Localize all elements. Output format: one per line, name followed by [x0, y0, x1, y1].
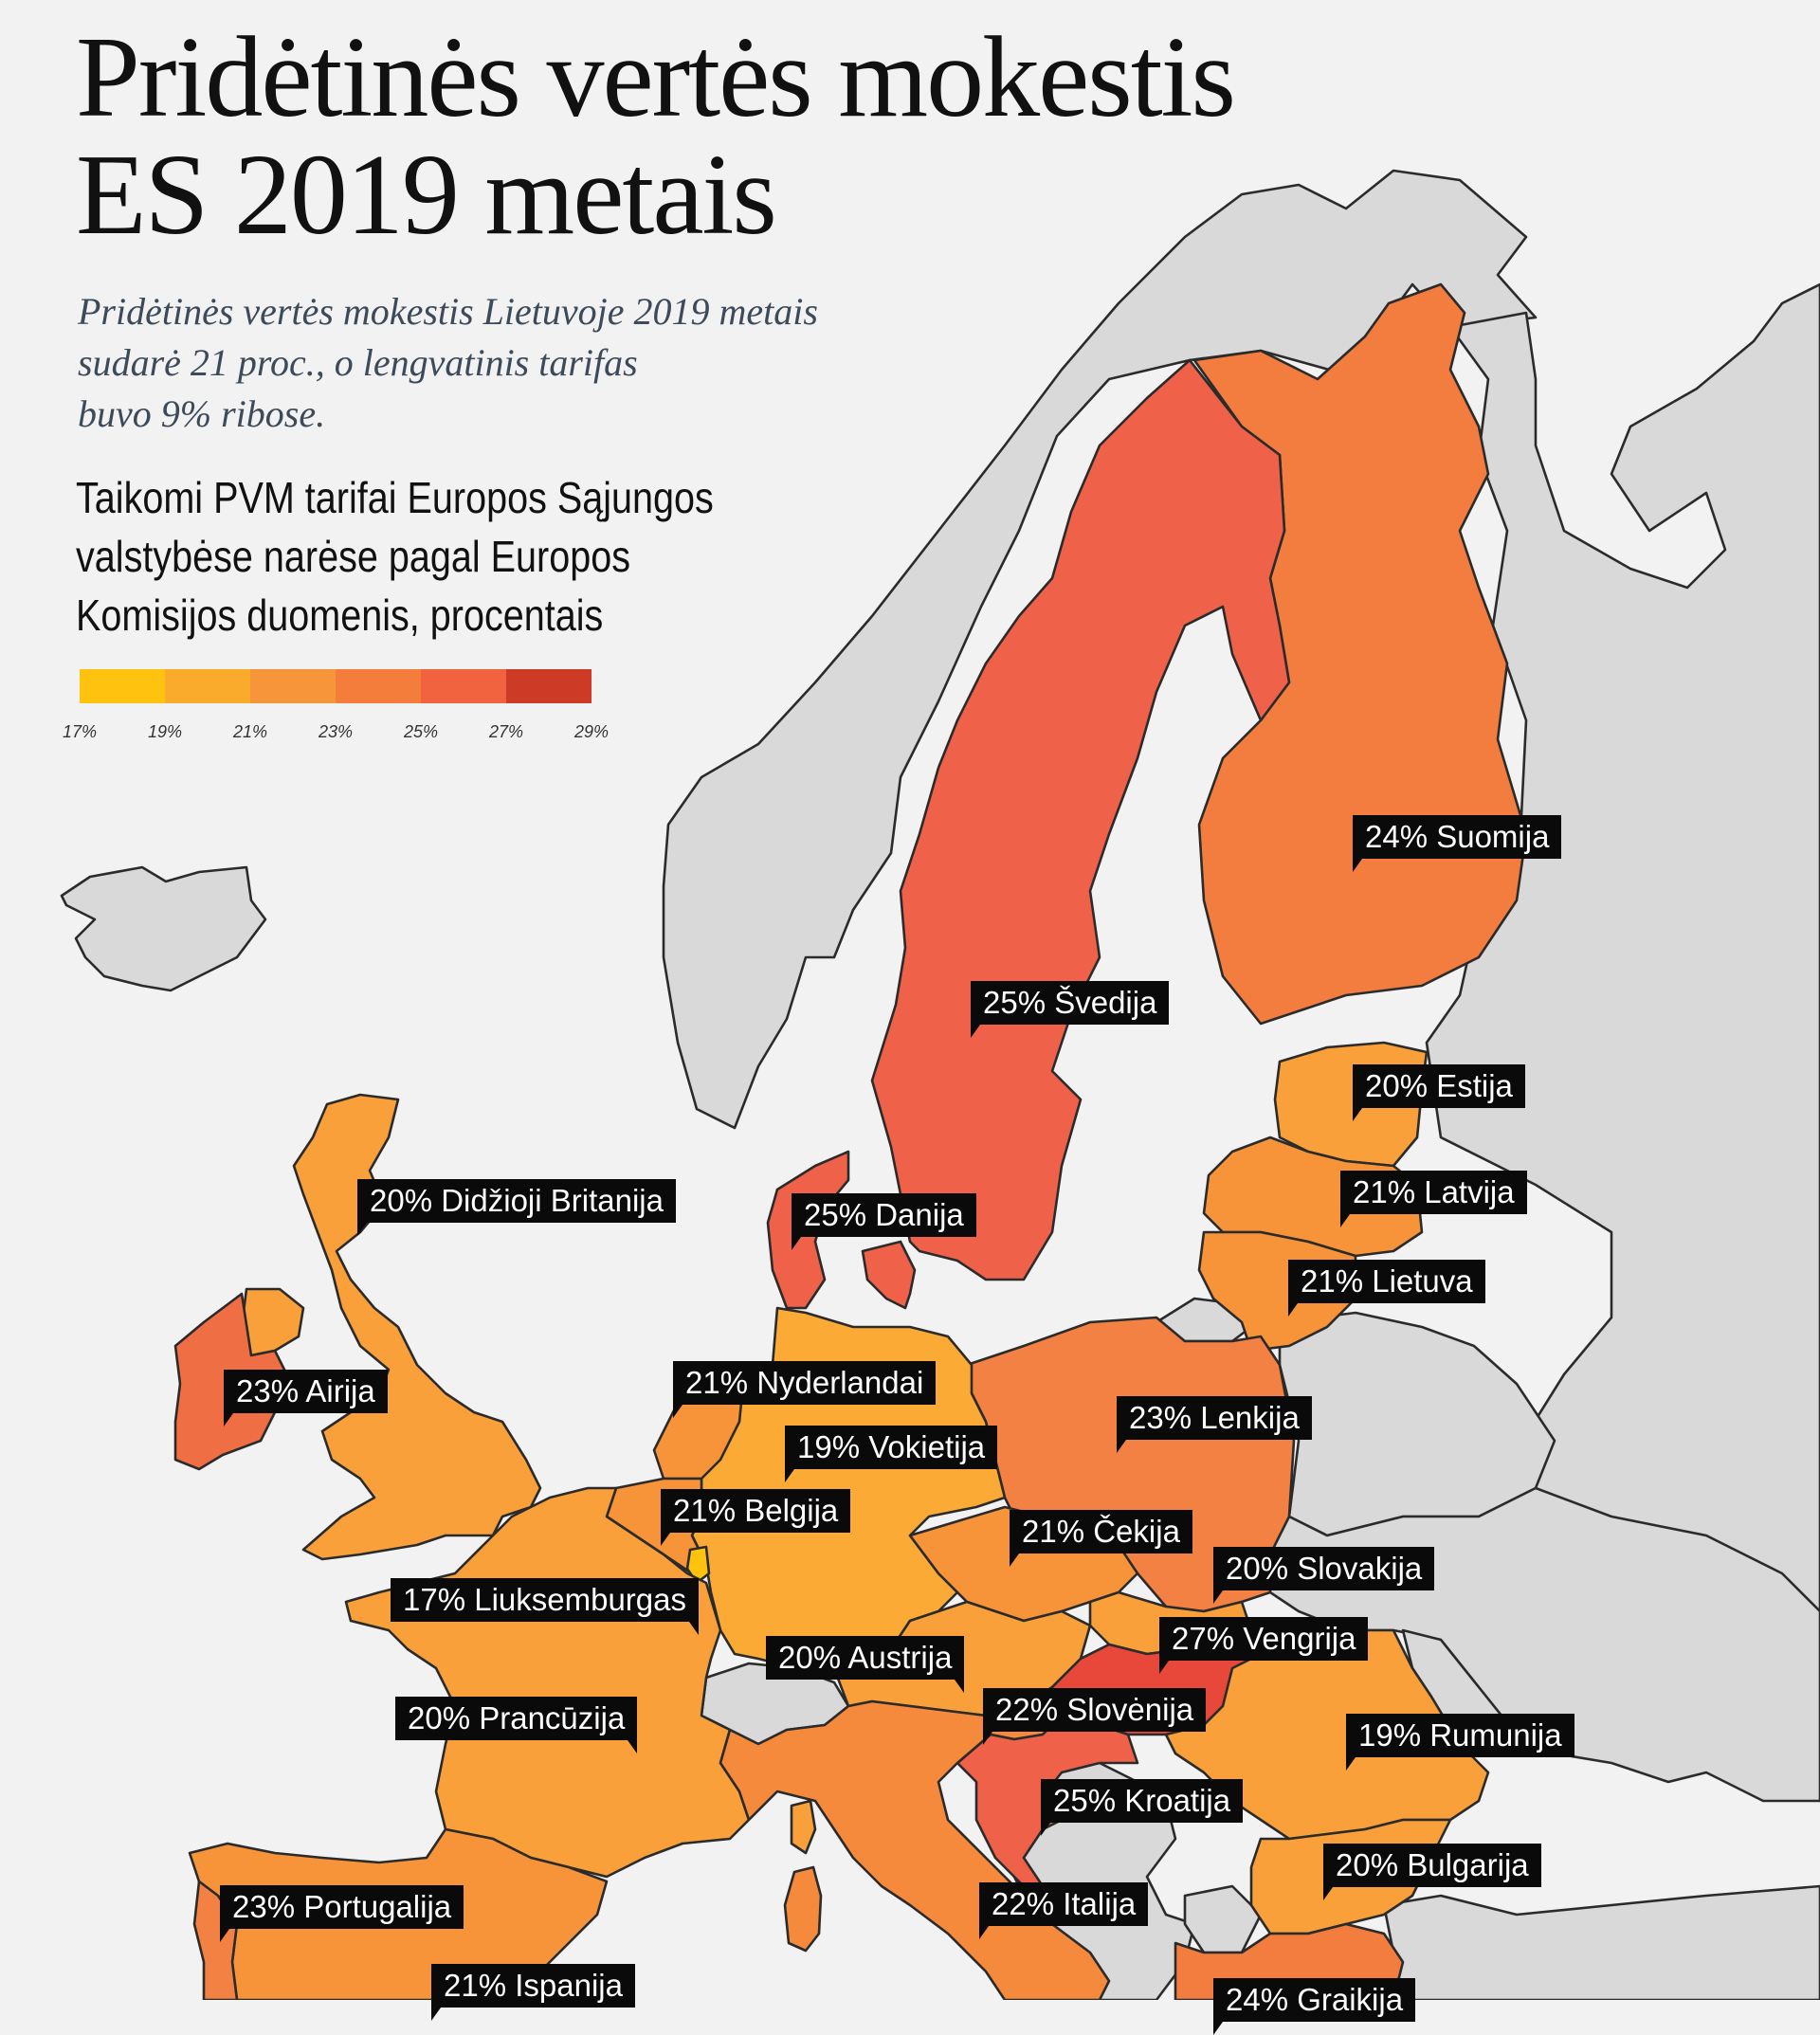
label-airija: 23% Airija	[224, 1370, 388, 1426]
page-title: Pridėtinės vertės mokestis ES 2019 metai…	[76, 13, 1236, 259]
balkans-north-macedonia-shape	[1183, 1884, 1263, 1954]
legend-swatch	[506, 669, 592, 703]
label-latvija: 21% Latvija	[1340, 1171, 1527, 1227]
label-didzioji-britanija: 20% Didžioji Britanija	[357, 1179, 676, 1236]
turkey-shape	[1382, 1884, 1820, 2000]
subtitle-line-1: Pridėtinės vertės mokestis Lietuvoje 201…	[78, 290, 818, 333]
norway-shape	[662, 169, 1538, 1130]
label-vokietija: 19% Vokietija	[785, 1426, 998, 1482]
label-danija: 25% Danija	[792, 1193, 976, 1250]
heading-line-1: Taikomi PVM tarifai Europos Sąjungos	[76, 473, 714, 522]
uk-shape	[292, 1093, 542, 1561]
label-italija: 22% Italija	[979, 1882, 1149, 1939]
legend-swatch	[336, 669, 421, 703]
label-slovenija: 22% Slovėnija	[983, 1688, 1207, 1745]
legend-tick: 23%	[318, 722, 354, 741]
label-graikija: 24% Graikija	[1213, 1978, 1416, 2035]
label-rumunija: 19% Rumunija	[1346, 1714, 1574, 1771]
label-kroatija: 25% Kroatija	[1041, 1779, 1244, 1836]
label-ispanija: 21% Ispanija	[431, 1964, 635, 2021]
subtitle: Pridėtinės vertės mokestis Lietuvoje 201…	[78, 286, 912, 440]
label-suomija: 24% Suomija	[1353, 815, 1562, 872]
label-lietuva: 21% Lietuva	[1288, 1260, 1485, 1317]
label-bulgarija: 20% Bulgarija	[1323, 1844, 1541, 1900]
title-line-1: Pridėtinės vertės mokestis	[76, 13, 1236, 141]
label-slovakija: 20% Slovakija	[1213, 1547, 1435, 1604]
legend-swatch	[250, 669, 336, 703]
map-heading: Taikomi PVM tarifai Europos Sąjungos val…	[76, 468, 728, 645]
luxembourg-shape	[685, 1545, 711, 1585]
color-legend: 17% 19% 21% 23% 25% 27% 29%	[63, 669, 609, 741]
latvia-shape	[1202, 1136, 1424, 1258]
label-prancuzija: 20% Prancūzija	[395, 1697, 638, 1753]
iceland-shape	[60, 865, 267, 992]
legend-tick: 25%	[403, 722, 439, 741]
label-estija: 20% Estija	[1353, 1064, 1525, 1121]
heading-line-2: valstybėse narėse pagal Europos	[76, 532, 630, 581]
label-nyderlandai: 21% Nyderlandai	[673, 1361, 937, 1418]
legend-swatch	[80, 669, 165, 703]
label-belgija: 21% Belgija	[661, 1489, 851, 1546]
legend-swatch	[165, 669, 250, 703]
label-cekija: 21% Čekija	[1010, 1510, 1192, 1567]
label-vengrija: 27% Vengrija	[1159, 1617, 1369, 1674]
legend-tick: 29%	[573, 722, 610, 741]
label-lenkija: 23% Lenkija	[1117, 1396, 1312, 1453]
denmark-islands-shape	[861, 1240, 917, 1310]
legend-swatch	[421, 669, 506, 703]
label-svedija: 25% Švedija	[971, 981, 1170, 1038]
label-portugalija: 23% Portugalija	[220, 1885, 464, 1942]
legend-tick: 21%	[232, 722, 268, 741]
label-liuksemburgas: 17% Liuksemburgas	[391, 1578, 699, 1635]
title-line-2: ES 2019 metais	[76, 131, 777, 259]
legend-tick: 19%	[147, 722, 183, 741]
legend-tick: 27%	[488, 722, 524, 741]
subtitle-line-2: sudarė 21 proc., o lengvatinis tarifas	[78, 341, 638, 384]
label-austrija: 20% Austrija	[766, 1636, 965, 1693]
sweden-shape	[870, 358, 1291, 1281]
heading-line-3: Komisijos duomenis, procentais	[76, 591, 604, 640]
corsica-shape	[790, 1799, 817, 1855]
subtitle-line-3: buvo 9% ribose.	[78, 392, 326, 435]
northern-ireland-shape	[240, 1287, 305, 1357]
sardinia-shape	[783, 1865, 823, 1953]
legend-color-bar	[80, 669, 592, 703]
legend-tick: 17%	[62, 722, 98, 741]
